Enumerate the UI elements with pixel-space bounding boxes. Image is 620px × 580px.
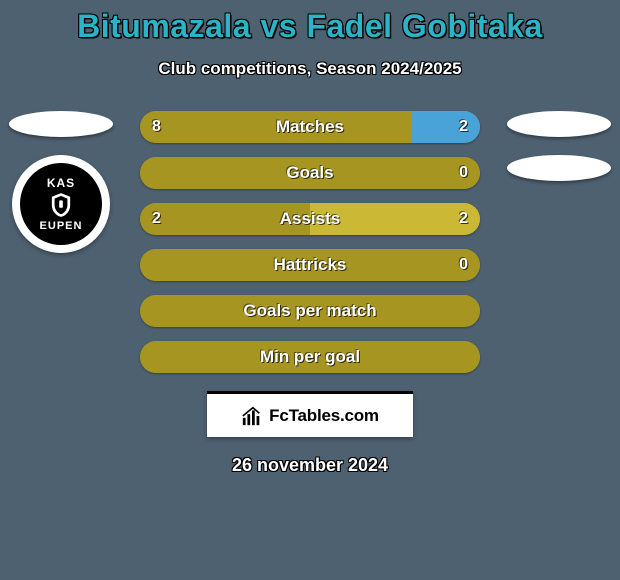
stat-seg-right — [310, 203, 480, 235]
comparison-card: Bitumazala vs Fadel Gobitaka Club compet… — [0, 0, 620, 580]
chart-icon — [241, 405, 263, 427]
stat-seg-left — [140, 157, 480, 189]
subtitle: Club competitions, Season 2024/2025 — [0, 59, 620, 79]
stat-seg-left — [140, 203, 310, 235]
player-photo-placeholder-right-1 — [507, 111, 611, 137]
date-label: 26 november 2024 — [0, 455, 620, 476]
shield-icon — [50, 192, 72, 218]
club-badge-left: KAS EUPEN — [12, 155, 110, 253]
club-badge-text-bottom: EUPEN — [40, 221, 83, 232]
body: KAS EUPEN Matches82 Goals0 Assists22 Hattri… — [0, 111, 620, 476]
player-photo-placeholder-left — [9, 111, 113, 137]
stat-seg-left — [140, 295, 480, 327]
stat-row: Matches82 — [140, 111, 480, 143]
stat-row: Hattricks0 — [140, 249, 480, 281]
stat-row: Min per goal — [140, 341, 480, 373]
stat-row: Goals0 — [140, 157, 480, 189]
left-column: KAS EUPEN — [6, 111, 116, 253]
stat-seg-left — [140, 249, 480, 281]
stat-seg-right — [412, 111, 480, 143]
stat-row: Goals per match — [140, 295, 480, 327]
page-title: Bitumazala vs Fadel Gobitaka — [0, 8, 620, 45]
club-badge-left-inner: KAS EUPEN — [20, 163, 102, 245]
stat-seg-left — [140, 341, 480, 373]
stat-seg-left — [140, 111, 412, 143]
stat-bars: Matches82 Goals0 Assists22 Hattricks0 Goals … — [140, 111, 480, 373]
right-column — [504, 111, 614, 181]
footer-brand-text: FcTables.com — [269, 406, 379, 426]
footer-brand: FcTables.com — [207, 391, 413, 437]
stat-row: Assists22 — [140, 203, 480, 235]
club-badge-text-top: KAS — [47, 177, 75, 189]
player-photo-placeholder-right-2 — [507, 155, 611, 181]
